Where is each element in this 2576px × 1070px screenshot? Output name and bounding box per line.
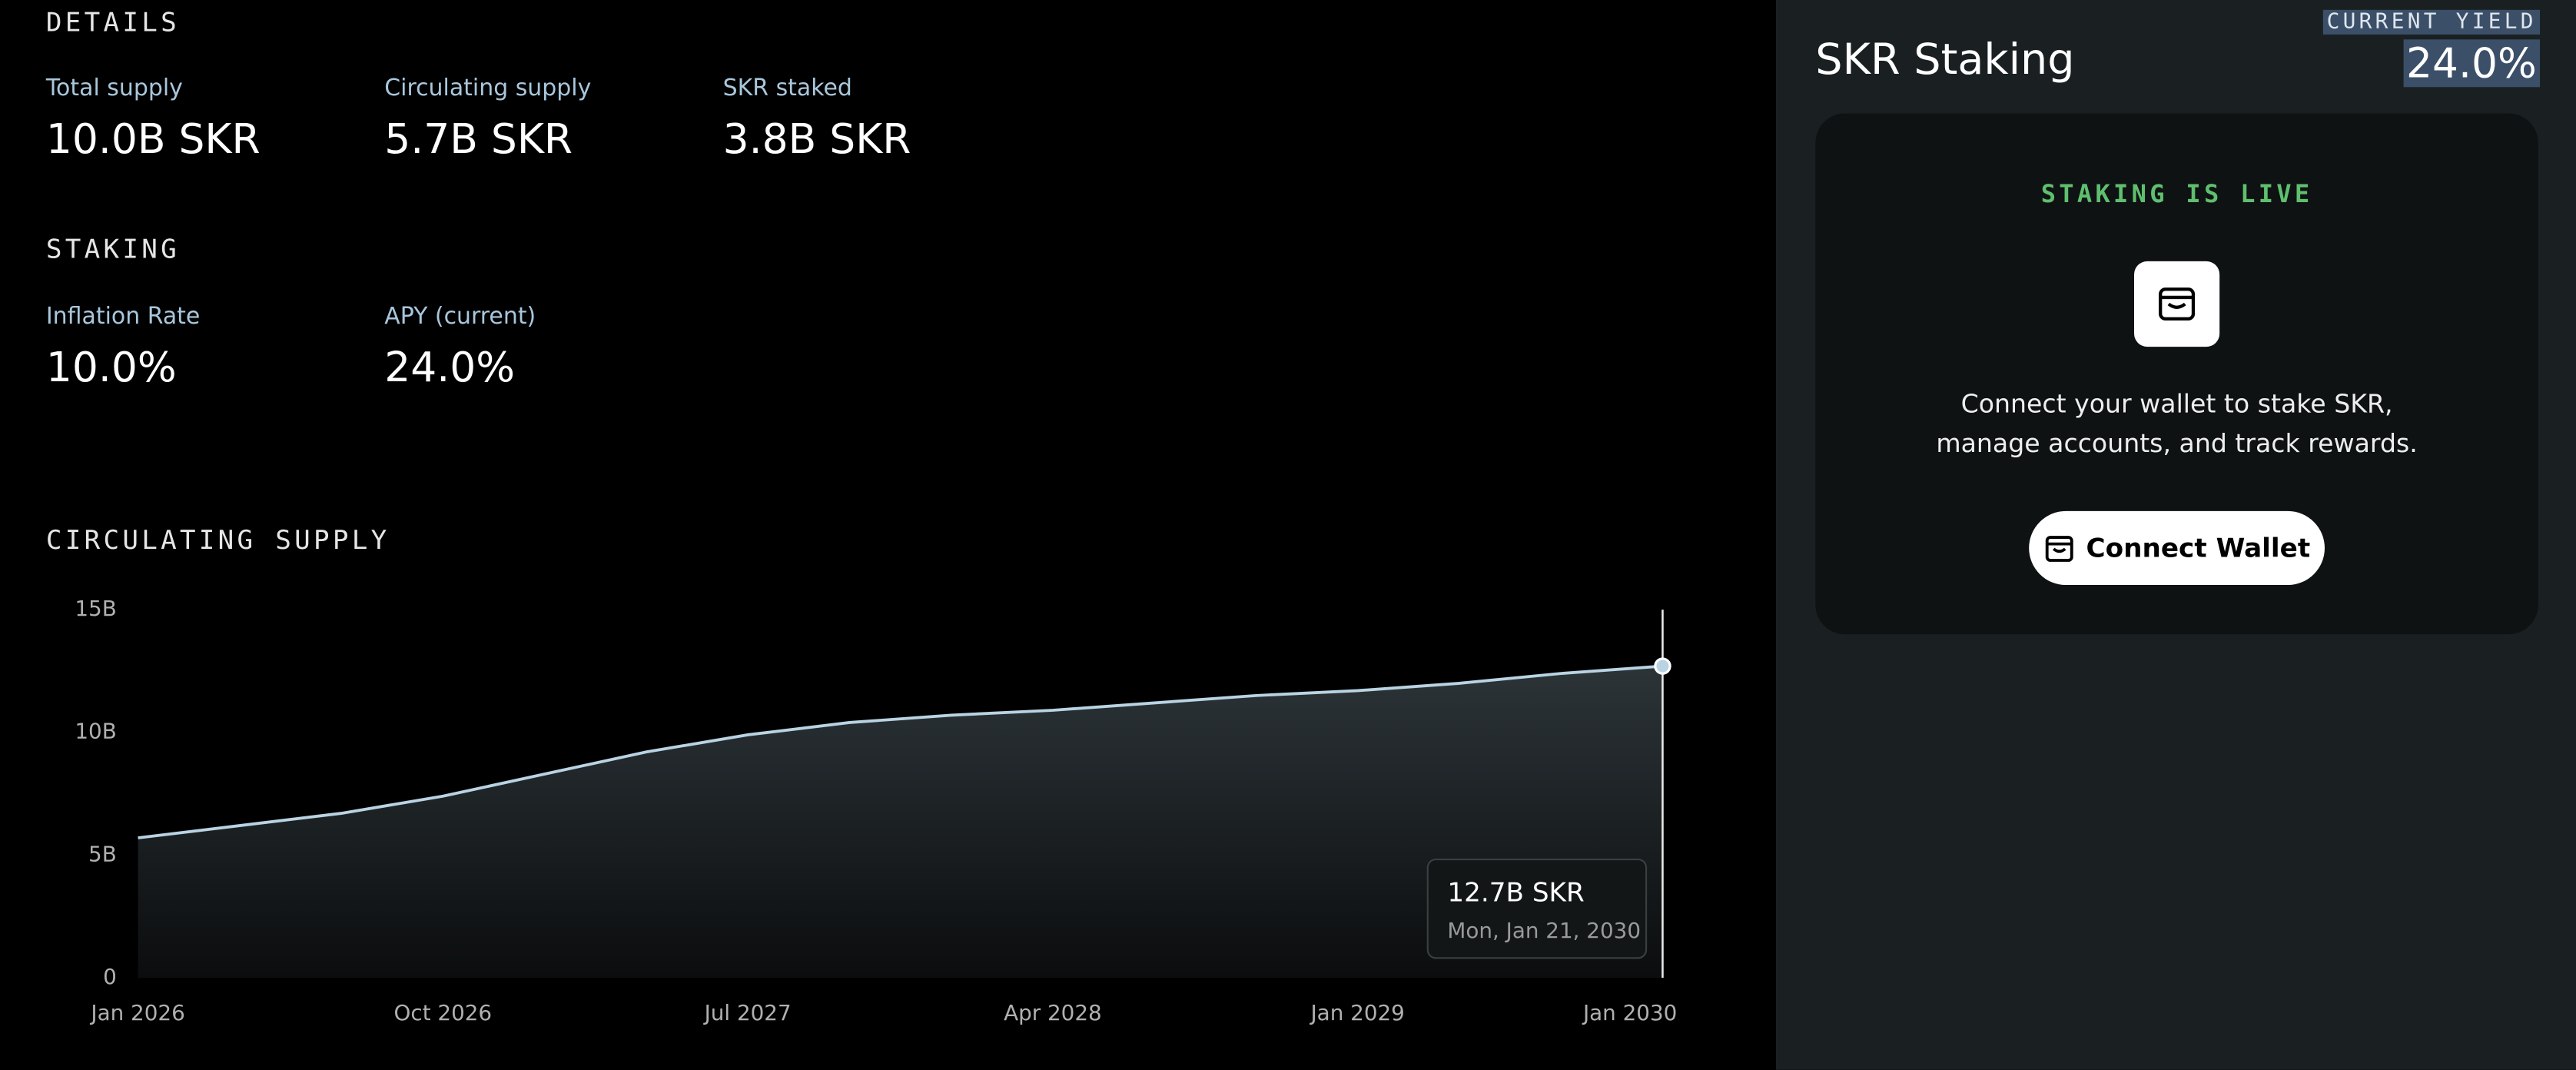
y-tick-label: 15B	[75, 596, 116, 621]
x-tick-label: Jul 2027	[703, 1000, 792, 1025]
wallet-icon	[2134, 261, 2220, 347]
area	[138, 666, 1663, 978]
tooltip-date: Mon, Jan 21, 2030	[1447, 918, 1641, 943]
button-label: Connect Wallet	[2086, 532, 2311, 564]
x-tick-label: Jan 2030	[1582, 1000, 1677, 1025]
y-tick-label: 5B	[88, 841, 117, 866]
staking-panel: SKR Staking CURRENT YIELD 24.0% STAKING …	[1775, 0, 2576, 1070]
line	[138, 664, 1663, 839]
chart: 0 5B 10B 15B Jan 2026 Oct 2026 Jul 2027 Apr 202…	[75, 596, 1677, 1025]
x-tick-label: Jan 2029	[1309, 1000, 1404, 1025]
yield-value: 24.0%	[2402, 39, 2541, 88]
icon	[2159, 287, 2196, 321]
section-heading: STAKING	[45, 233, 180, 265]
x-tick-label: Apr 2028	[1004, 1000, 1102, 1025]
card: STAKING IS LIVE Connect your wallet to s…	[1815, 113, 2538, 635]
tooltip-box	[1426, 859, 1648, 959]
panel-title: SKR Staking	[1815, 36, 2075, 86]
section-heading: DETAILS	[45, 6, 180, 38]
yield-label: CURRENT YIELD	[2323, 9, 2541, 35]
message: Connect your wallet to stake SKR, manage…	[1936, 389, 2418, 459]
y-tick-label: 10B	[75, 719, 116, 744]
x-tick-label: Jan 2026	[89, 1000, 184, 1025]
stat-label: Inflation Rate	[45, 304, 201, 331]
stat-value: 24.0%	[384, 343, 516, 391]
icon	[2045, 535, 2073, 561]
x-tick-label: Oct 2026	[394, 1000, 493, 1025]
stat-label: Circulating supply	[384, 75, 592, 102]
tooltip: 12.7B SKR Mon, Jan 21, 2030	[1426, 859, 1648, 959]
status: STAKING IS LIVE	[2040, 179, 2313, 209]
stat-label: SKR staked	[722, 75, 852, 102]
connect-button[interactable]: Connect Wallet	[2029, 510, 2325, 586]
stat-value: 10.0%	[45, 343, 177, 391]
stat-label: APY (current)	[384, 304, 536, 331]
stat-value: 3.8B SKR	[722, 115, 911, 163]
chart-title: CIRCULATING SUPPLY	[45, 523, 390, 556]
stat-value: 5.7B SKR	[384, 115, 573, 163]
y-tick-label: 0	[103, 964, 117, 989]
point	[1654, 657, 1671, 675]
stat-value: 10.0B SKR	[45, 115, 261, 163]
stat-label: Total supply	[45, 75, 183, 102]
tooltip-value: 12.7B SKR	[1447, 877, 1584, 908]
